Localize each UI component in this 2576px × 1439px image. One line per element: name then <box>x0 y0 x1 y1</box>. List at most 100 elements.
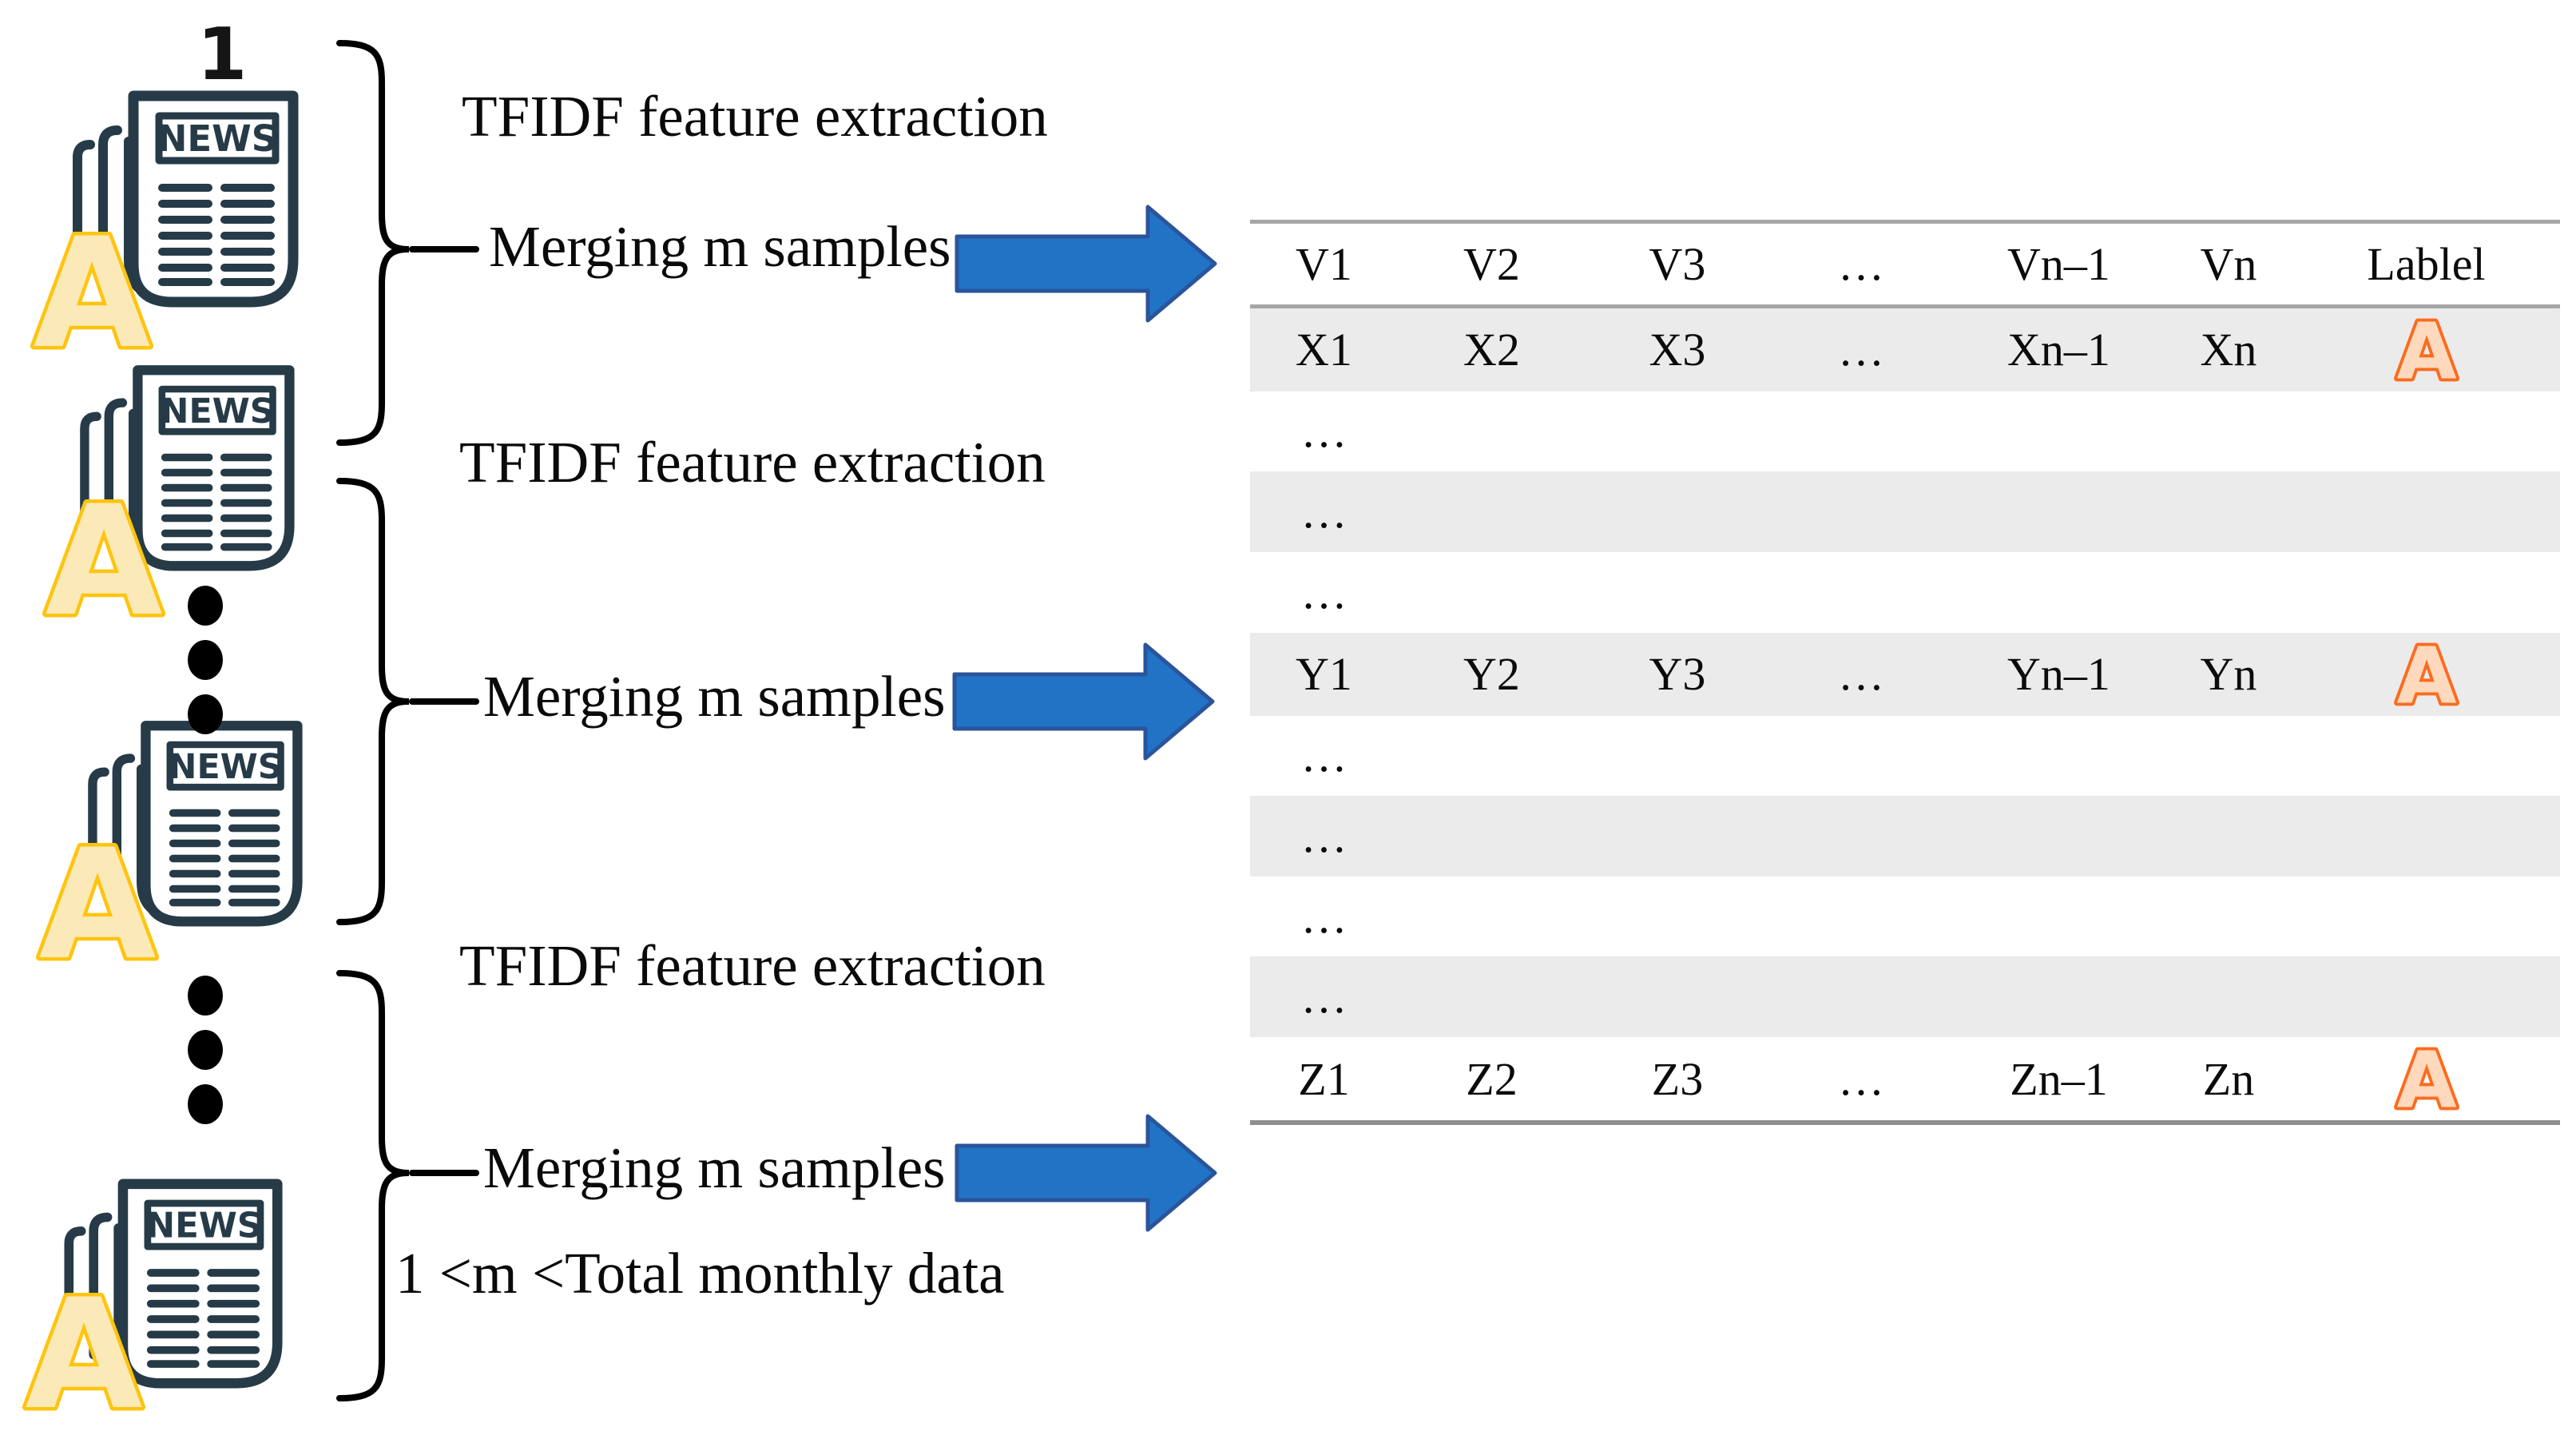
newspaper-icon-slot-2: NEWS <box>68 344 296 571</box>
class-a-row-label: A <box>2393 633 2459 716</box>
class-a-letter: A <box>33 214 150 374</box>
table-cell: … <box>1300 890 1348 943</box>
table-cell: … <box>1300 566 1348 618</box>
table-cell: Y1 <box>1296 648 1352 700</box>
dot <box>188 640 223 680</box>
header-cell: Vn <box>2200 237 2257 290</box>
table-row: … <box>1250 716 2560 797</box>
table-cell: X1 <box>1296 324 1352 376</box>
flow-arrow-slot-1 <box>955 204 1218 328</box>
table-cell: Yn <box>2200 648 2257 700</box>
newspaper-icon: NEWS <box>64 1179 283 1389</box>
arrow-shape <box>955 205 1217 323</box>
sample-count-label: 1 <box>196 13 248 97</box>
tfidf-label-3: TFIDF feature extraction <box>459 933 1046 998</box>
m-range-label: 1 <m <Total monthly data <box>395 1241 1005 1306</box>
newspaper-icon-slot-3: NEWS <box>76 699 304 927</box>
arrow-shape <box>952 642 1215 761</box>
class-a-slot-4: A <box>4 1263 164 1439</box>
table-row: Y1 Y2 Y3 … Yn–1 Yn A <box>1250 632 2560 716</box>
table-cell: Z3 <box>1651 1052 1704 1105</box>
page-edge-icon <box>64 1226 86 1346</box>
table-cell: Y2 <box>1463 648 1520 700</box>
merging-label-3: Merging m samples <box>483 1135 946 1200</box>
class-a-slot-1: A <box>12 202 172 386</box>
table-row: … <box>1250 471 2560 552</box>
brace-3 <box>336 970 410 1401</box>
table-cell: … <box>1838 1052 1884 1105</box>
news-masthead-text: NEWS <box>157 117 277 160</box>
table-row: … <box>1250 796 2560 877</box>
class-a-letter: A <box>45 482 162 642</box>
flow-arrow-slot-2 <box>952 642 1216 765</box>
header-cell: V1 <box>1296 237 1352 290</box>
article-lines <box>158 184 275 286</box>
table-cell: … <box>1838 324 1884 376</box>
table-cell: Xn <box>2200 324 2257 376</box>
newspaper-icon-slot-1: NEWS <box>60 68 300 308</box>
page-edge-icon <box>80 411 101 529</box>
table-cell: Zn–1 <box>2010 1052 2108 1105</box>
newspaper-icon: NEWS <box>88 721 303 927</box>
table-cell: … <box>1300 809 1348 862</box>
newspaper-icon: NEWS <box>73 90 299 308</box>
table-header-row: V1 V2 V3 … Vn–1 Vn Lablel <box>1250 224 2560 308</box>
table-cell: … <box>1300 729 1348 782</box>
table-row: … <box>1250 956 2560 1037</box>
masthead-box <box>155 112 280 165</box>
brace-1 <box>336 40 410 446</box>
table-row: X1 X2 X3 … Xn–1 Xn A <box>1250 308 2560 392</box>
header-cell: Lablel <box>2367 237 2486 290</box>
class-a-letter: A <box>38 825 156 985</box>
svg-text:A: A <box>2396 633 2456 716</box>
class-a-cell: A <box>2292 633 2560 716</box>
class-a-label: A <box>22 1263 146 1439</box>
table-cell: … <box>1300 405 1348 458</box>
flow-arrow <box>952 642 1215 761</box>
dot <box>188 694 223 734</box>
page-edge-icon <box>112 753 136 898</box>
table-cell: Z1 <box>1298 1052 1350 1105</box>
class-a-row-label: A <box>2393 308 2459 392</box>
header-cell: V2 <box>1463 237 1520 290</box>
masthead-box <box>144 1199 264 1250</box>
table-cell: Zn <box>2202 1052 2255 1105</box>
class-a-letter: A <box>25 1275 142 1435</box>
feature-table: V1 V2 V3 … Vn–1 Vn Lablel X1 X2 X3 … Xn–1 Xn A … … … Y1 Y2… <box>1250 220 2560 1125</box>
merging-label-2: Merging m samples <box>483 664 946 729</box>
dot <box>188 976 223 1016</box>
class-a-label: A <box>30 202 154 386</box>
table-row: … <box>1250 552 2560 633</box>
page-edge-icon <box>88 767 109 884</box>
dot <box>188 1030 223 1070</box>
class-a-label: A <box>42 470 166 654</box>
table-cell: X3 <box>1649 324 1706 376</box>
class-a-slot-2: A <box>24 470 184 654</box>
page-edge-icon <box>104 398 128 543</box>
page-edge-icon <box>73 140 95 263</box>
newspaper-icon: NEWS <box>80 365 295 571</box>
table-row: Z1 Z2 Z3 … Zn–1 Zn A <box>1250 1037 2560 1120</box>
flow-arrow-slot-3 <box>955 1113 1218 1237</box>
table-cell: … <box>1300 486 1348 539</box>
dot <box>188 1084 223 1124</box>
table-row: … <box>1250 392 2560 472</box>
class-a-cell: A <box>2292 1037 2560 1120</box>
news-masthead-text: NEWS <box>169 747 283 787</box>
table-cell: X2 <box>1463 324 1520 376</box>
tfidf-label-2: TFIDF feature extraction <box>459 430 1046 495</box>
svg-text:A: A <box>2396 308 2456 392</box>
table-cell: Z2 <box>1466 1052 1518 1105</box>
arrow-shape <box>955 1114 1217 1232</box>
page-edge-icon <box>98 125 122 277</box>
news-masthead-text: NEWS <box>146 1206 262 1246</box>
header-cell: V3 <box>1649 237 1706 290</box>
news-masthead-text: NEWS <box>161 392 275 431</box>
dot <box>188 586 223 626</box>
merging-label-1: Merging m samples <box>489 214 951 279</box>
table-cell: Y3 <box>1649 648 1706 700</box>
header-cell: … <box>1838 237 1884 290</box>
flow-arrow <box>955 1114 1217 1232</box>
masthead-box <box>166 741 284 791</box>
